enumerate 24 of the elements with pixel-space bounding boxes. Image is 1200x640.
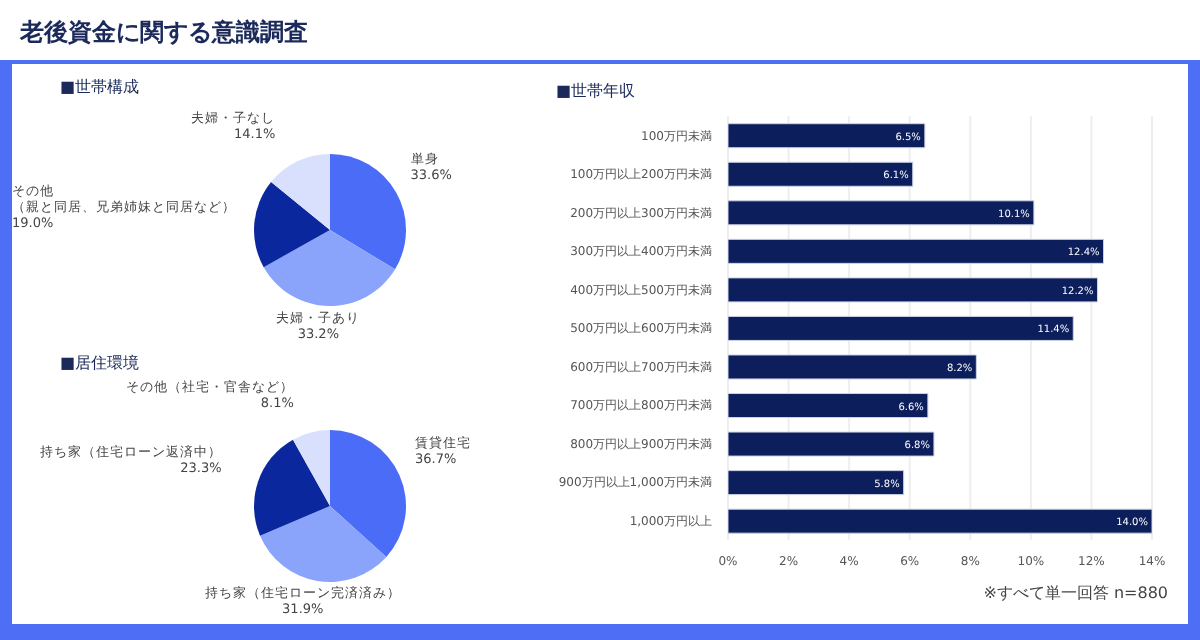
text: ■世帯年収 [556,80,636,102]
bar [728,277,1098,303]
bar [728,431,935,457]
bar [728,200,1035,226]
bar [728,470,905,496]
chart-title: ■居住環境 [60,352,140,374]
pie-slice [330,154,406,270]
text: ※すべて単一回答 n=880 [983,582,1168,604]
bar [728,354,977,380]
pie-slice [330,430,406,557]
bar [728,161,914,187]
pie-slice [260,506,387,582]
pie-slice [254,439,330,536]
pie-slice [292,430,330,506]
pie-slice [271,154,330,230]
bar [728,508,1152,534]
bar [728,393,929,419]
bar [728,123,926,149]
pie-slice [263,230,396,306]
pie-slice [254,181,330,268]
bar [728,315,1074,341]
chart-title: 老後資金に関する意識調査 [20,16,308,50]
chart-subtitle: ■世帯構成 [60,76,140,98]
bar [728,238,1105,264]
